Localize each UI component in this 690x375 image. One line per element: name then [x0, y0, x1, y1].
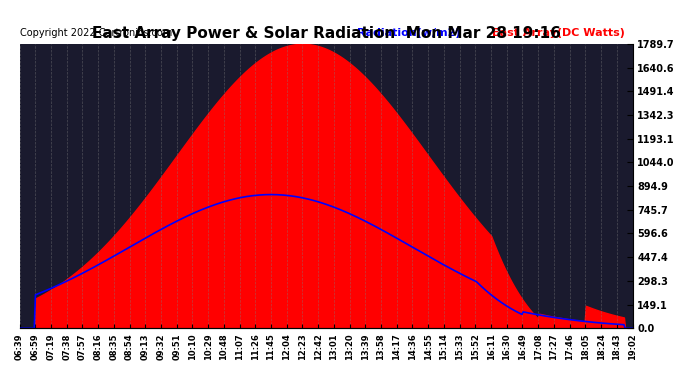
Text: Copyright 2022 Cartronics.com: Copyright 2022 Cartronics.com: [19, 28, 172, 38]
Title: East Array Power & Solar Radiation  Mon Mar 28 19:16: East Array Power & Solar Radiation Mon M…: [92, 26, 560, 41]
Text: Radiation(w/m2): Radiation(w/m2): [357, 28, 460, 38]
Text: East Array(DC Watts): East Array(DC Watts): [491, 28, 624, 38]
